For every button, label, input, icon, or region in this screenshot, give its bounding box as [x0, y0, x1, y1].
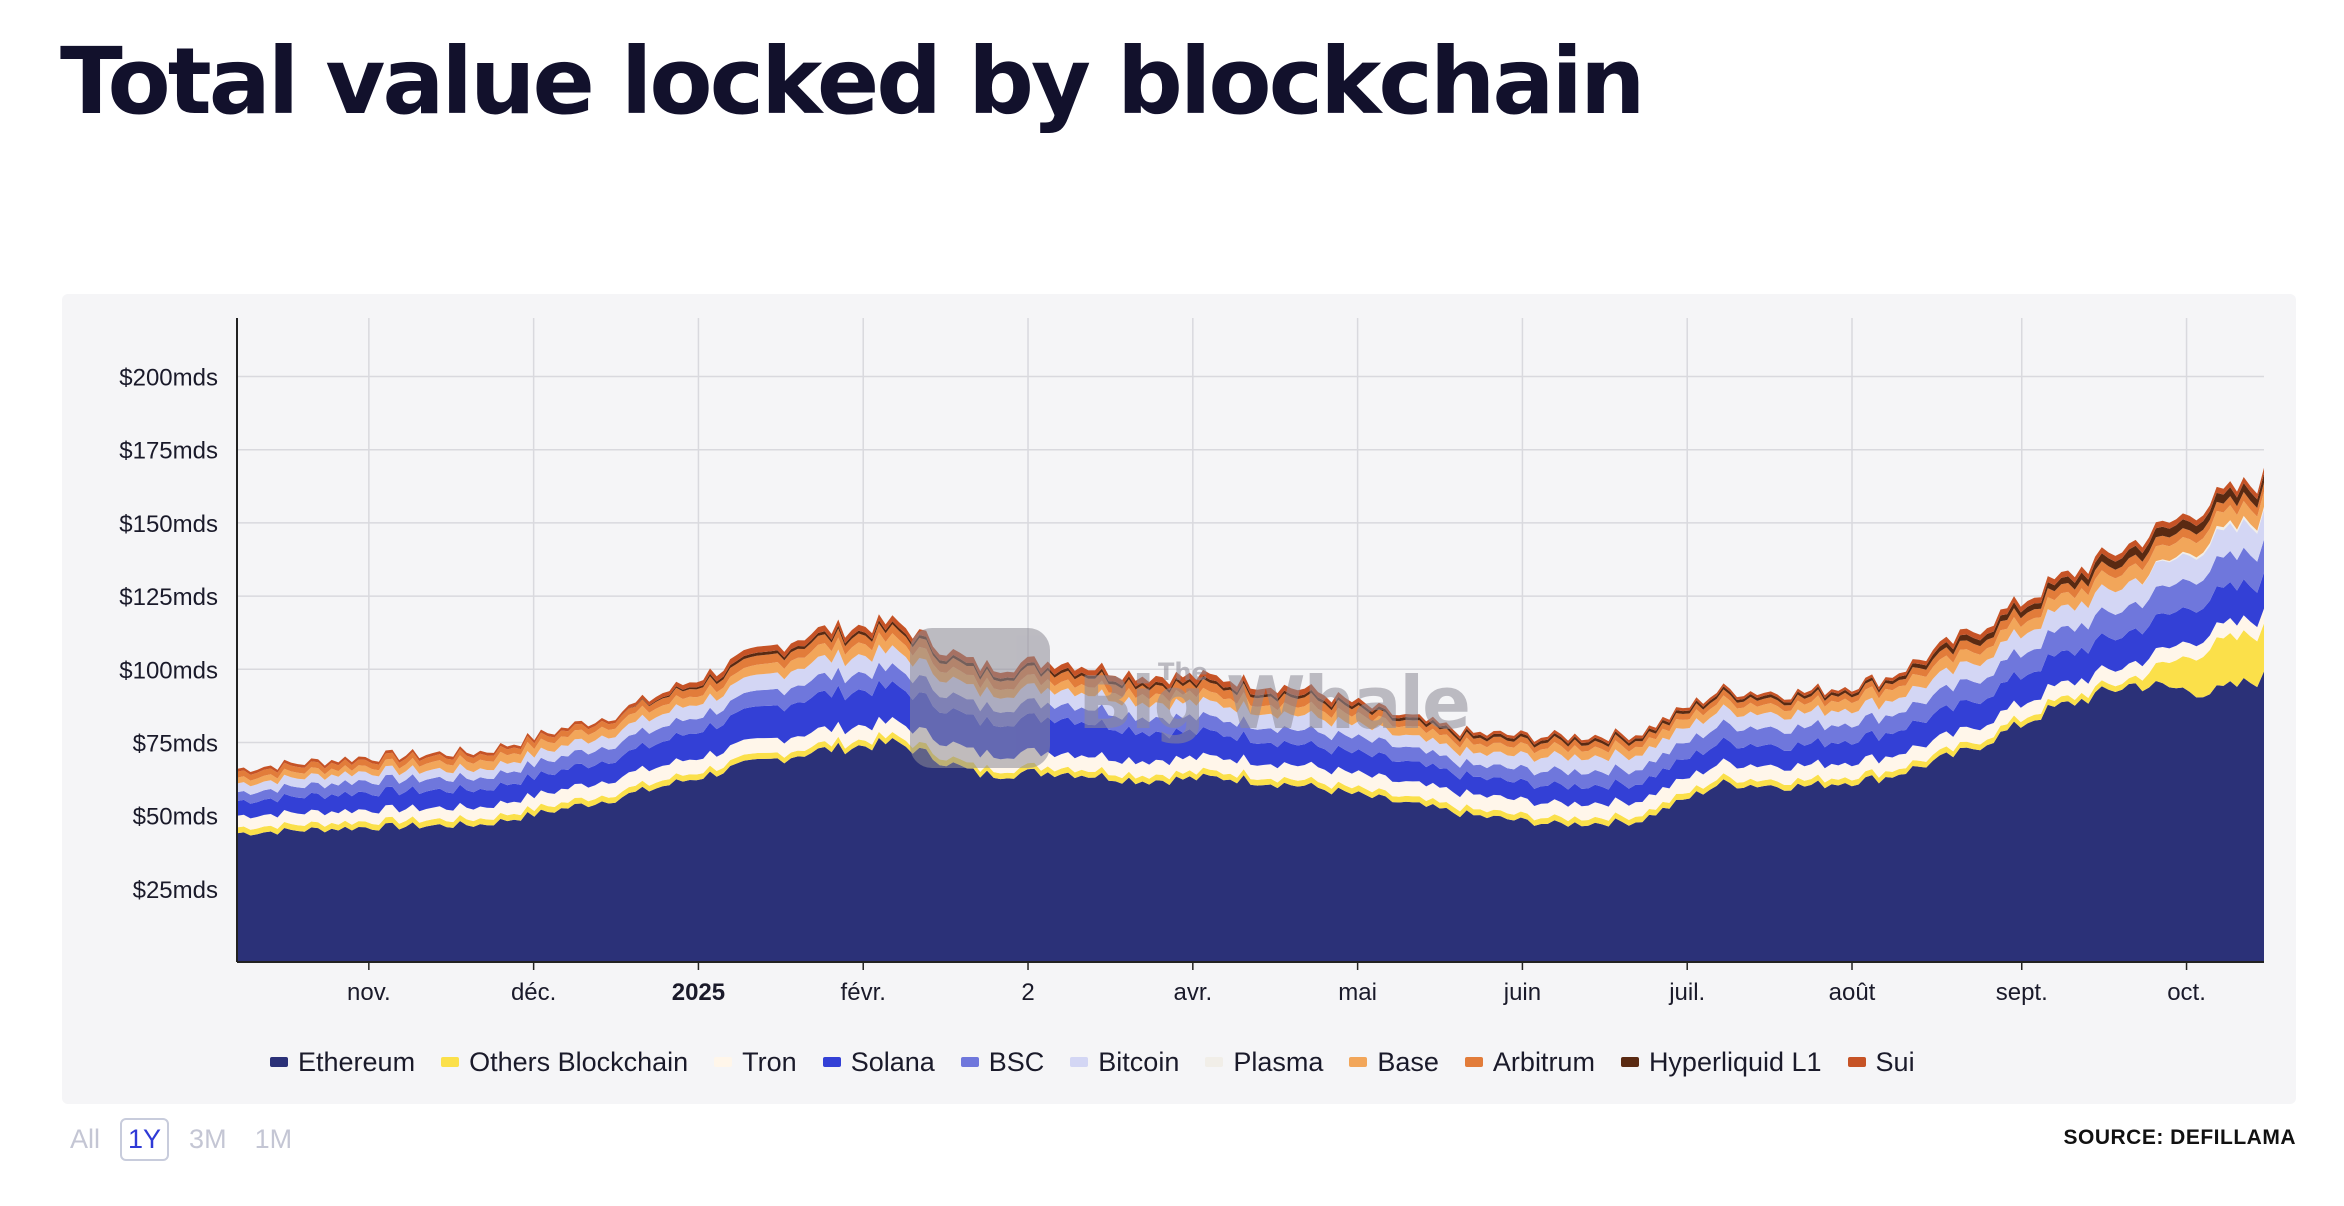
legend-swatch	[270, 1057, 288, 1067]
range-button-3m[interactable]: 3M	[181, 1118, 235, 1161]
legend-swatch	[960, 1057, 979, 1067]
y-tick-label: $125mds	[119, 584, 218, 611]
legend-swatch	[441, 1057, 460, 1067]
page-title: Total value locked by blockchain	[60, 28, 1645, 135]
x-tick-label: juin	[1503, 979, 1541, 1006]
legend-swatch	[822, 1057, 841, 1067]
legend-item-ethereum[interactable]: Ethereum	[270, 1047, 415, 1078]
legend-item-plasma[interactable]: Plasma	[1205, 1047, 1323, 1078]
x-tick-label: avr.	[1173, 979, 1212, 1006]
x-tick-labels: nov. déc. 2025 févr. 2 avr. mai juin juil. août se…	[347, 979, 2206, 1006]
area-base[interactable]	[237, 491, 2264, 787]
legend-label: Base	[1377, 1046, 1439, 1077]
range-button-1m[interactable]: 1M	[247, 1118, 301, 1161]
area-arbitrum[interactable]	[237, 482, 2264, 781]
legend-swatch	[1847, 1057, 1866, 1067]
x-tick-label: 2025	[672, 979, 725, 1006]
x-tick-label: oct.	[2167, 979, 2206, 1006]
x-tick-label: juil.	[1668, 979, 1705, 1006]
x-tick-label: déc.	[511, 979, 556, 1006]
chart-legend: Ethereum Others Blockchain Tron Solana BSC Bi…	[270, 1040, 1915, 1084]
x-tick-label: mai	[1338, 979, 1377, 1006]
area-hyperliquid-l1[interactable]	[237, 473, 2264, 775]
legend-item-tron[interactable]: Tron	[714, 1047, 797, 1078]
y-tick-label: $175mds	[119, 438, 218, 465]
legend-label: Ethereum	[298, 1046, 416, 1077]
area-bitcoin[interactable]	[237, 509, 2264, 795]
legend-item-bitcoin[interactable]: Bitcoin	[1070, 1047, 1179, 1078]
x-tick-label: août	[1829, 979, 1876, 1006]
y-tick-label: $25mds	[133, 877, 218, 904]
legend-label: Hyperliquid L1	[1648, 1046, 1822, 1077]
legend-item-base[interactable]: Base	[1349, 1047, 1439, 1078]
legend-label: BSC	[988, 1046, 1045, 1077]
area-tron[interactable]	[237, 608, 2264, 830]
y-tick-label: $200mds	[119, 365, 218, 392]
area-others-blockchain[interactable]	[237, 623, 2264, 836]
y-tick-label: $150mds	[119, 511, 218, 538]
legend-item-solana[interactable]: Solana	[822, 1046, 935, 1078]
legend-swatch	[1349, 1057, 1368, 1067]
legend-swatch	[714, 1057, 733, 1067]
watermark-line1: The	[1158, 658, 1208, 686]
area-ethereum[interactable]	[237, 671, 2264, 962]
area-bsc[interactable]	[237, 539, 2264, 804]
area-solana[interactable]	[237, 572, 2264, 819]
legend-label: Others Blockchain	[469, 1046, 689, 1077]
y-tick-label: $100mds	[119, 657, 218, 684]
x-tick-label: 2	[1021, 979, 1034, 1006]
watermark-line2: Big Whale	[1078, 661, 1469, 745]
range-button-1y[interactable]: 1Y	[120, 1118, 170, 1161]
legend-label: Arbitrum	[1492, 1046, 1595, 1077]
legend-swatch	[1464, 1057, 1483, 1067]
y-tick-labels: $25mds $50mds $75mds $100mds $125mds $150mds $…	[119, 365, 218, 904]
series-areas	[237, 467, 2264, 962]
legend-swatch	[1205, 1057, 1224, 1067]
legend-label: Bitcoin	[1098, 1046, 1180, 1077]
legend-label: Solana	[850, 1046, 935, 1077]
legend-swatch	[1620, 1057, 1639, 1067]
legend-item-bsc[interactable]: BSC	[960, 1046, 1045, 1078]
x-tick-label: févr.	[841, 979, 886, 1006]
y-tick-label: $50mds	[133, 804, 218, 831]
range-selector: All 1Y 3M 1M	[62, 1118, 300, 1161]
legend-item-sui[interactable]: Sui	[1847, 1046, 1915, 1078]
y-tick-label: $75mds	[133, 730, 218, 757]
legend-label: Sui	[1875, 1046, 1915, 1077]
axes	[236, 318, 2264, 963]
big-whale-watermark: The Big Whale	[910, 628, 1471, 768]
legend-item-hyperliquid-l1[interactable]: Hyperliquid L1	[1620, 1046, 1822, 1078]
source-credit: SOURCE: DEFILLAMA	[2063, 1126, 2296, 1149]
x-tick-label: sept.	[1996, 979, 2048, 1006]
legend-item-others-blockchain[interactable]: Others Blockchain	[441, 1047, 688, 1078]
legend-item-arbitrum[interactable]: Arbitrum	[1464, 1046, 1595, 1078]
range-button-all[interactable]: All	[62, 1118, 108, 1161]
legend-label: Tron	[742, 1046, 797, 1077]
x-tick-label: nov.	[347, 979, 391, 1006]
watermark-logo-square	[910, 628, 1050, 768]
legend-label: Plasma	[1233, 1046, 1324, 1077]
legend-swatch	[1070, 1057, 1089, 1067]
